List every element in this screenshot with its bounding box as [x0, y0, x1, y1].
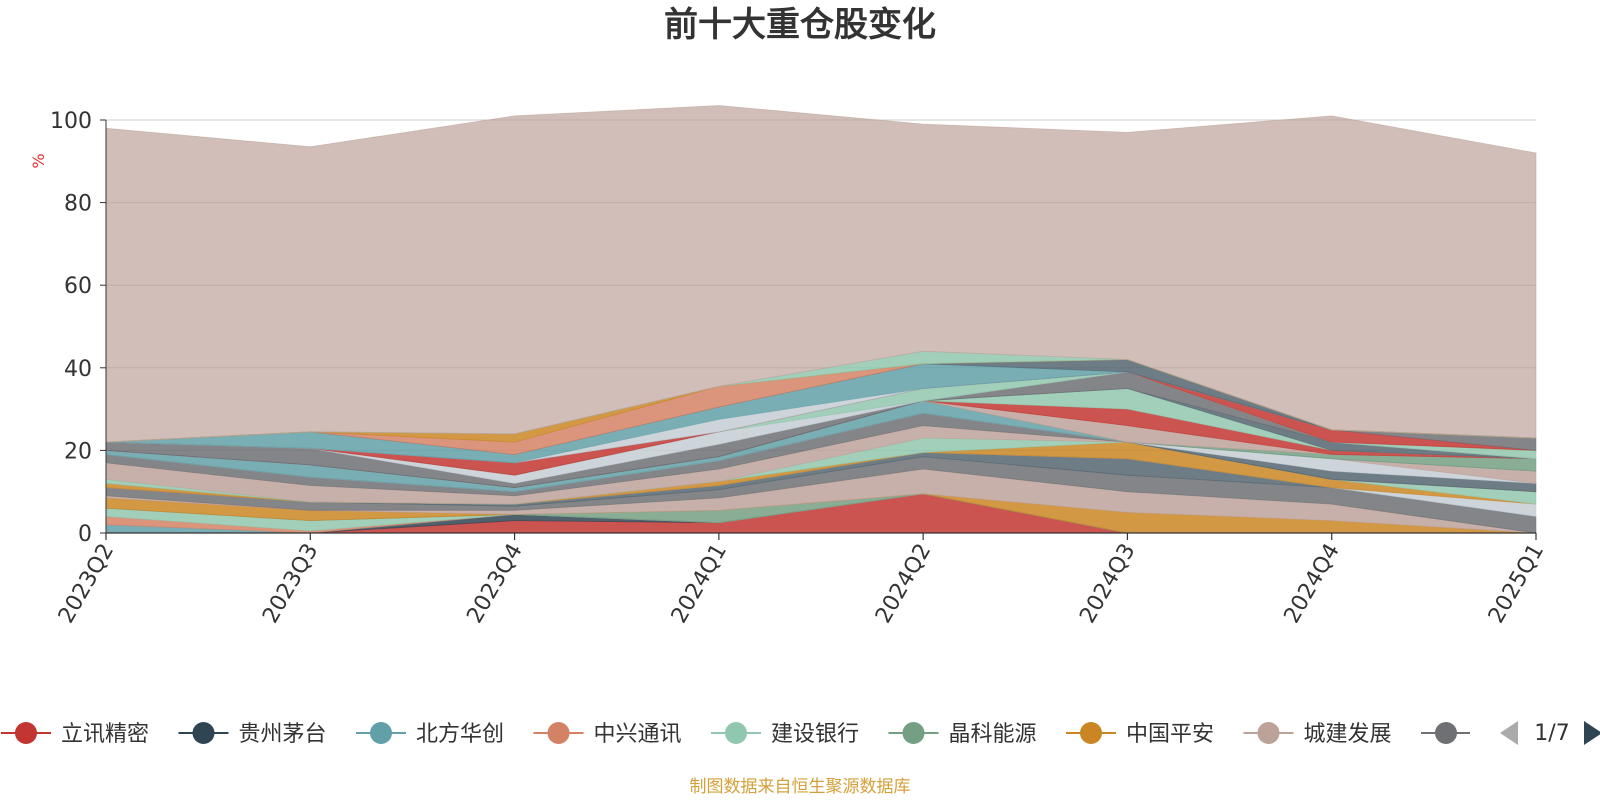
- legend-pager: 1/7: [1500, 721, 1600, 746]
- legend-label: 立讯精密: [61, 722, 149, 747]
- legend-marker: [370, 722, 392, 744]
- legend-marker: [725, 722, 747, 744]
- legend-label: 中兴通讯: [594, 722, 682, 747]
- legend-label: 城建发展: [1304, 722, 1392, 747]
- data-source-note: 制图数据来自恒生聚源数据库: [690, 777, 911, 797]
- x-tick-label-6: 2024Q4: [1280, 540, 1345, 628]
- legend-item-0[interactable]: 立讯精密: [1, 722, 149, 747]
- legend-marker: [1257, 722, 1280, 744]
- y-tick-label-2: 40: [64, 357, 92, 382]
- plot-area: [105, 105, 1537, 534]
- legend-item-1[interactable]: 贵州茅台: [178, 722, 327, 747]
- legend: 立讯精密 贵州茅台 北方华创 中兴通讯 建设银行 晶科能源 中国平安 城建发展: [1, 722, 1471, 747]
- legend-label: 建设银行: [771, 722, 859, 747]
- legend-marker: [1080, 722, 1102, 744]
- y-tick-label-4: 80: [64, 192, 92, 217]
- legend-item-3[interactable]: 中兴通讯: [533, 722, 682, 747]
- x-tick-label-2: 2023Q4: [462, 540, 527, 628]
- legend-marker: [547, 722, 570, 744]
- legend-label: 晶科能源: [949, 722, 1037, 747]
- area-series-35: [105, 105, 1537, 443]
- x-tick-label-5: 2024Q3: [1075, 540, 1140, 628]
- legend-marker: [15, 722, 37, 744]
- x-tick-label-1: 2023Q3: [258, 540, 323, 628]
- x-tick-label-4: 2024Q2: [871, 540, 936, 628]
- legend-items: 立讯精密 贵州茅台 北方华创 中兴通讯 建设银行 晶科能源 中国平安 城建发展: [1, 722, 1471, 747]
- x-tick-label-0: 2023Q2: [54, 540, 119, 628]
- legend-item-6[interactable]: 中国平安: [1066, 722, 1214, 747]
- legend-marker: [902, 722, 925, 744]
- legend-item-4[interactable]: 建设银行: [711, 722, 859, 747]
- y-tick-label-0: 0: [78, 522, 92, 547]
- legend-marker: [192, 722, 215, 744]
- triangle-left-icon[interactable]: [1500, 721, 1518, 745]
- x-tick-label-3: 2024Q1: [667, 540, 732, 628]
- x-tick-label-7: 2025Q1: [1484, 540, 1549, 628]
- legend-item-5[interactable]: 晶科能源: [888, 722, 1037, 747]
- triangle-right-icon[interactable]: [1584, 721, 1600, 745]
- legend-page-indicator: 1/7: [1534, 721, 1569, 746]
- legend-item-7[interactable]: 城建发展: [1243, 722, 1392, 747]
- legend-item-8[interactable]: [1421, 722, 1471, 744]
- legend-label: 贵州茅台: [239, 722, 327, 747]
- chart-title: 前十大重仓股变化: [664, 5, 936, 45]
- y-tick-label-1: 20: [64, 439, 92, 464]
- y-tick-label-5: 100: [50, 109, 92, 134]
- y-axis-unit: %: [29, 153, 48, 168]
- legend-label: 北方华创: [416, 722, 504, 747]
- legend-marker: [1435, 722, 1457, 744]
- legend-item-2[interactable]: 北方华创: [356, 722, 504, 747]
- legend-label: 中国平安: [1126, 722, 1214, 747]
- y-tick-label-3: 60: [64, 274, 92, 299]
